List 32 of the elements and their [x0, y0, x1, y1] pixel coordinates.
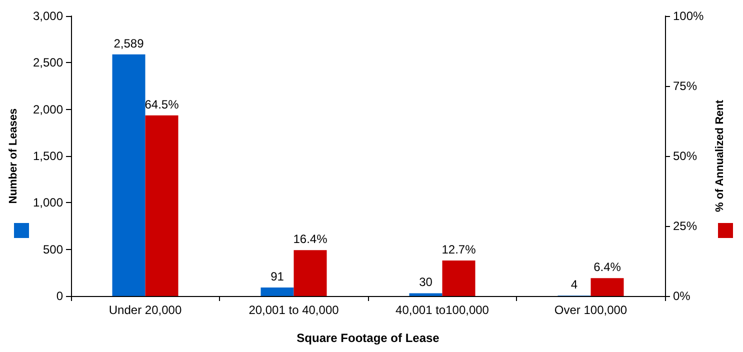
bar: [294, 250, 327, 296]
x-tick-label: Over 100,000: [554, 303, 628, 317]
x-axis-title: Square Footage of Lease: [296, 331, 440, 345]
bar: [590, 278, 624, 296]
x-tick-label: 20,001 to 40,000: [248, 303, 340, 317]
data-label: 30: [419, 275, 433, 290]
y2-tick-label: 0%: [673, 289, 691, 303]
bar: [442, 260, 476, 296]
data-label: 6.4%: [594, 260, 622, 274]
data-label: 64.5%: [144, 97, 180, 112]
y-tick-label: 2,000: [32, 102, 64, 116]
y-tick-label: 2,500: [32, 56, 64, 70]
y-tick-label: 1,000: [32, 196, 64, 210]
y2-tick-label: 50%: [673, 149, 698, 163]
y-tick-label: 1,500: [32, 149, 64, 163]
x-tick-label: 40,001 to100,000: [396, 303, 490, 317]
x-tick-label: Under 20,000: [108, 303, 182, 317]
y2-tick-label: 100%: [673, 9, 704, 23]
data-label: 2,589: [114, 36, 144, 50]
y-tick-label: 500: [42, 242, 64, 256]
bar: [260, 288, 294, 296]
y-tick-label: 3,000: [32, 9, 64, 23]
data-label: 16.4%: [293, 232, 328, 246]
data-label: 91: [270, 270, 284, 284]
y-axis-title: Number of Leases: [8, 108, 20, 204]
data-label: 4: [570, 278, 578, 292]
y2-axis-title: % of Annualized Rent: [714, 100, 726, 212]
data-label: 12.7%: [442, 242, 476, 256]
y-tick-label: 0: [56, 289, 64, 303]
bar: [409, 293, 442, 296]
y2-tick-label: 25%: [673, 219, 698, 233]
y2-tick-label: 75%: [673, 79, 698, 93]
